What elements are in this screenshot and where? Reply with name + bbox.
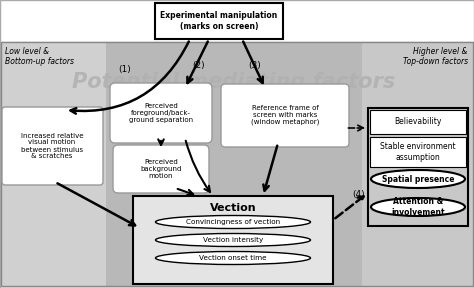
FancyBboxPatch shape — [370, 137, 466, 167]
FancyBboxPatch shape — [106, 42, 362, 286]
Text: (4): (4) — [352, 190, 365, 199]
FancyBboxPatch shape — [113, 145, 209, 193]
Text: Convincingness of vection: Convincingness of vection — [186, 219, 280, 225]
Text: Stable environment
assumption: Stable environment assumption — [380, 142, 456, 162]
Ellipse shape — [371, 198, 465, 216]
Text: Low level &
Bottom-up factors: Low level & Bottom-up factors — [5, 47, 74, 67]
Text: Potential mediating factors: Potential mediating factors — [73, 72, 396, 92]
FancyBboxPatch shape — [362, 42, 473, 286]
Text: Reference frame of
screen with marks
(window metaphor): Reference frame of screen with marks (wi… — [251, 105, 319, 125]
FancyBboxPatch shape — [1, 42, 473, 286]
Ellipse shape — [371, 170, 465, 188]
FancyBboxPatch shape — [110, 83, 212, 143]
Text: (3): (3) — [248, 61, 261, 70]
FancyBboxPatch shape — [370, 110, 466, 134]
Text: (1): (1) — [118, 65, 131, 74]
Text: Increased relative
visual motion
between stimulus
& scratches: Increased relative visual motion between… — [21, 132, 83, 160]
Ellipse shape — [155, 215, 310, 228]
Text: Attention &
involvement: Attention & involvement — [391, 197, 445, 217]
Text: Experimental manipulation
(marks on screen): Experimental manipulation (marks on scre… — [160, 11, 278, 31]
Text: Perceived
foreground/back-
ground separation: Perceived foreground/back- ground separa… — [129, 103, 193, 123]
Text: (2): (2) — [192, 61, 205, 70]
Text: Higher level &
Top-down factors: Higher level & Top-down factors — [403, 47, 468, 67]
FancyBboxPatch shape — [155, 3, 283, 39]
Text: Believability: Believability — [394, 118, 442, 126]
Ellipse shape — [155, 251, 310, 264]
Text: Spatial presence: Spatial presence — [382, 175, 454, 183]
FancyBboxPatch shape — [133, 196, 333, 284]
Text: Vection intensity: Vection intensity — [203, 237, 263, 243]
Text: Perceived
background
motion: Perceived background motion — [140, 159, 182, 179]
FancyBboxPatch shape — [1, 42, 106, 286]
Ellipse shape — [155, 234, 310, 247]
Text: Vection: Vection — [210, 203, 256, 213]
Text: Vection onset time: Vection onset time — [199, 255, 267, 261]
FancyBboxPatch shape — [2, 107, 103, 185]
FancyBboxPatch shape — [221, 84, 349, 147]
